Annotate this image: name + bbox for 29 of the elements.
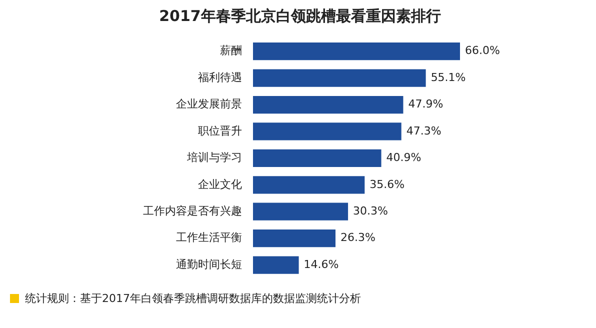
bar	[253, 122, 402, 140]
y-tick-label: 工作内容是否有兴趣	[143, 204, 242, 218]
y-tick-label: 通勤时间长短	[176, 258, 242, 271]
bar	[253, 176, 365, 194]
data-label: 26.3%	[340, 231, 376, 244]
data-label: 66.0%	[465, 44, 500, 58]
bar	[253, 69, 426, 87]
y-tick-label: 企业发展前景	[176, 98, 242, 111]
y-tick-label: 企业文化	[198, 178, 242, 191]
y-tick-label: 福利待遇	[198, 70, 242, 84]
bar	[253, 230, 336, 248]
bar	[253, 256, 299, 274]
data-label: 55.1%	[430, 70, 466, 84]
data-label: 40.9%	[386, 151, 422, 164]
data-label: 47.3%	[406, 124, 442, 138]
bar	[253, 202, 348, 220]
data-label: 47.9%	[408, 98, 444, 111]
data-label: 14.6%	[304, 258, 339, 271]
bar	[253, 42, 460, 60]
y-tick-label: 培训与学习	[186, 151, 242, 164]
text: 统计规则：基于2017年白领春季跳槽调研数据库的数据监测统计分析	[25, 290, 361, 306]
y-tick-label: 薪酬	[220, 44, 242, 58]
y-tick-label: 工作生活平衡	[176, 231, 242, 244]
data-label: 30.3%	[353, 204, 388, 218]
bar	[253, 149, 382, 168]
data-label: 35.6%	[370, 178, 405, 191]
y-tick-label: 职位晋升	[198, 124, 242, 138]
chart-title: 2017年春季北京白领跳槽最看重因素排行	[159, 6, 441, 25]
bar	[253, 96, 404, 114]
